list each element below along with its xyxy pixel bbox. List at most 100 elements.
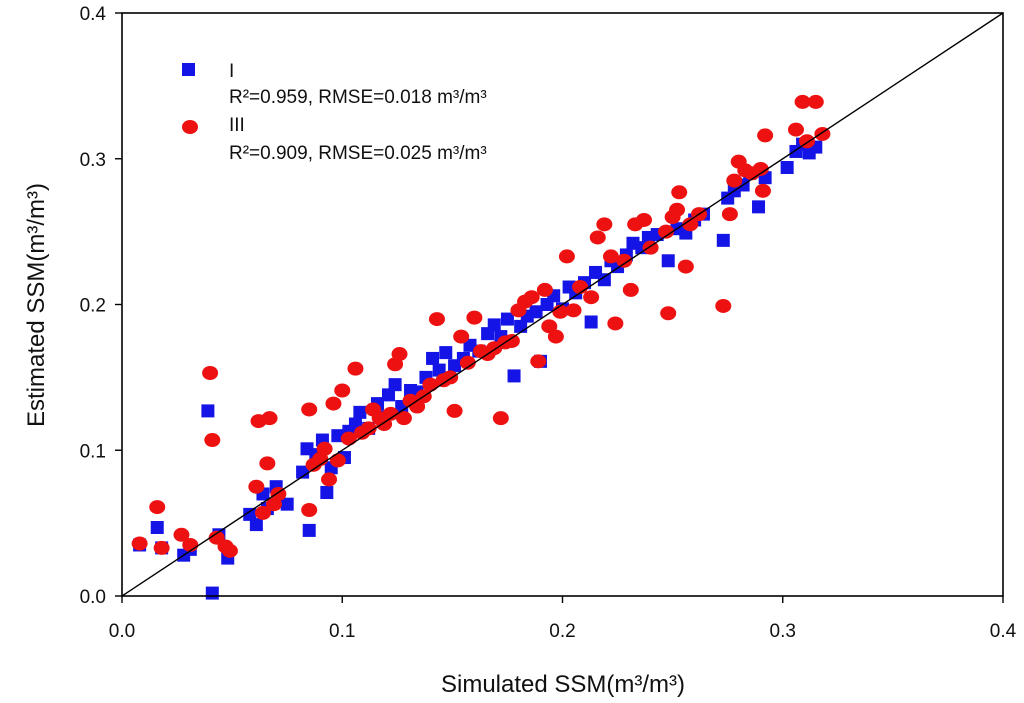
data-point-circle	[204, 433, 221, 448]
data-marks	[131, 94, 831, 600]
data-point-circle	[671, 185, 688, 200]
data-point-square	[353, 405, 367, 419]
data-point-circle	[669, 202, 686, 217]
data-point-circle	[547, 329, 564, 344]
data-point-square	[201, 404, 215, 418]
y-tick-label: 0.3	[80, 150, 106, 171]
data-point-circle	[316, 441, 333, 456]
x-tick-label: 0.1	[329, 621, 355, 642]
data-point-square	[752, 200, 766, 214]
data-point-circle	[466, 310, 483, 325]
data-point-circle	[347, 361, 364, 376]
data-point-circle	[261, 411, 278, 426]
data-point-circle	[677, 259, 694, 274]
data-point-circle	[391, 347, 408, 362]
data-point-circle	[248, 479, 265, 494]
data-point-circle	[221, 543, 238, 558]
data-point-circle	[492, 411, 509, 426]
legend-label-series-1: I	[229, 61, 234, 82]
data-point-square	[716, 233, 730, 247]
data-point-circle	[259, 456, 276, 471]
data-point-square	[249, 518, 263, 532]
data-point-circle	[536, 282, 553, 297]
data-point-circle	[131, 536, 148, 551]
data-point-circle	[635, 212, 652, 227]
one-to-one-line	[121, 12, 1004, 597]
axis-ticks: 0.0 0.1 0.2 0.3 0.4 0.0 0.1 0.2 0.3 0.4	[80, 4, 1017, 642]
legend-marker-series-2	[182, 120, 198, 134]
data-point-circle	[787, 122, 804, 137]
data-point-circle	[334, 383, 351, 398]
data-point-square	[302, 523, 316, 537]
data-point-circle	[602, 249, 619, 264]
data-point-circle	[682, 217, 699, 232]
data-point-square	[205, 586, 219, 600]
y-tick-label: 0.0	[80, 587, 106, 608]
data-point-circle	[523, 290, 540, 305]
data-point-circle	[558, 249, 575, 264]
data-point-circle	[726, 173, 743, 188]
data-point-circle	[807, 94, 824, 109]
data-point-circle	[757, 128, 774, 143]
series-1-points	[133, 137, 823, 600]
data-point-square	[296, 465, 310, 479]
data-point-circle	[325, 396, 342, 411]
data-point-square	[661, 254, 675, 268]
data-point-circle	[153, 540, 170, 555]
y-tick-label: 0.1	[80, 441, 106, 462]
legend-stats-series-2: R²=0.909, RMSE=0.025 m³/m³	[229, 143, 487, 164]
data-point-circle	[453, 329, 470, 344]
data-point-circle	[658, 224, 675, 239]
data-point-circle	[596, 217, 613, 232]
data-point-square	[150, 520, 164, 534]
x-axis-title: Simulated SSM(m³/m³)	[441, 671, 685, 698]
data-point-circle	[149, 500, 166, 515]
data-point-circle	[254, 505, 271, 520]
data-point-circle	[446, 403, 463, 418]
data-point-circle	[329, 453, 346, 468]
data-point-circle	[382, 406, 399, 421]
data-point-circle	[340, 431, 357, 446]
data-point-circle	[503, 333, 520, 348]
legend-stats-series-1: R²=0.959, RMSE=0.018 m³/m³	[229, 87, 487, 108]
data-point-circle	[754, 183, 771, 198]
x-tick-label: 0.2	[549, 621, 575, 642]
data-point-circle	[583, 290, 600, 305]
x-tick-label: 0.3	[770, 621, 796, 642]
data-point-circle	[422, 377, 439, 392]
data-point-circle	[607, 316, 624, 331]
legend-marker-series-1	[182, 63, 195, 76]
data-point-circle	[565, 303, 582, 318]
legend: I R²=0.959, RMSE=0.018 m³/m³ III R²=0.90…	[182, 61, 487, 164]
data-point-square	[388, 378, 402, 392]
data-point-circle	[794, 94, 811, 109]
data-point-circle	[459, 355, 476, 370]
data-point-square	[584, 315, 598, 329]
data-point-circle	[752, 161, 769, 176]
data-point-square	[529, 305, 543, 319]
data-point-circle	[541, 319, 558, 334]
data-point-square	[597, 273, 611, 287]
data-point-circle	[395, 411, 412, 426]
series-2-points	[131, 94, 831, 558]
data-point-circle	[721, 207, 738, 222]
data-point-circle	[301, 402, 318, 417]
data-point-square	[280, 497, 294, 511]
data-point-circle	[660, 306, 677, 321]
data-point-circle	[301, 503, 318, 518]
data-point-circle	[622, 282, 639, 297]
data-point-square	[500, 312, 514, 326]
data-point-square	[426, 351, 440, 365]
data-point-circle	[360, 421, 377, 436]
data-point-square	[432, 363, 446, 377]
y-axis-title: Estimated SSM(m³/m³)	[23, 183, 50, 427]
data-point-circle	[530, 354, 547, 369]
x-tick-label: 0.0	[109, 621, 135, 642]
data-point-square	[439, 346, 453, 360]
data-point-circle	[572, 280, 589, 295]
data-point-square	[320, 486, 334, 500]
data-point-square	[507, 369, 521, 383]
y-tick-label: 0.4	[80, 4, 107, 25]
data-point-circle	[428, 312, 445, 327]
data-point-circle	[715, 298, 732, 313]
